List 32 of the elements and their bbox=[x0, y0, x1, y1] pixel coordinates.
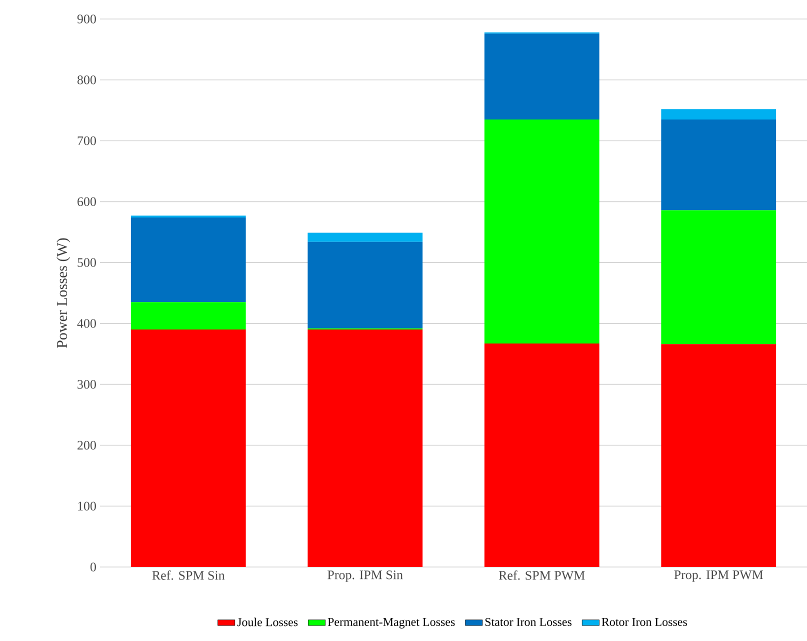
y-tick-label: 700 bbox=[78, 136, 96, 146]
y-tick-label: 900 bbox=[77, 14, 96, 24]
bar bbox=[661, 344, 776, 567]
bar bbox=[484, 34, 600, 120]
y-tick-label: 200 bbox=[78, 440, 96, 450]
x-tick-label: Ref. SPM Sin bbox=[152, 570, 225, 580]
y-tick-label: 0 bbox=[90, 562, 96, 572]
bar bbox=[130, 330, 246, 567]
y-tick-label: 500 bbox=[78, 258, 96, 267]
legend-label: Permanent-Magnet Losses bbox=[328, 618, 455, 628]
y-tick-label: 100 bbox=[78, 502, 96, 510]
x-tick-label: Prop. IPM Sin bbox=[328, 570, 403, 582]
x-tick-label: Prop. IPM PWM bbox=[674, 570, 764, 582]
y-tick-label: 300 bbox=[78, 380, 96, 389]
x-tick-label: Ref. SPM PWM bbox=[498, 570, 585, 580]
bar bbox=[484, 344, 600, 567]
bar bbox=[130, 302, 246, 330]
bar bbox=[661, 109, 776, 120]
bar bbox=[308, 232, 423, 242]
legend-label: Joule Losses bbox=[237, 618, 298, 626]
legend-label: Rotor Iron Losses bbox=[602, 618, 687, 626]
y-tick-label: 800 bbox=[77, 76, 96, 84]
bar bbox=[308, 242, 423, 328]
bar bbox=[661, 119, 776, 210]
y-tick-label: 400 bbox=[77, 319, 96, 328]
y-axis-title: Power Losses (W) bbox=[56, 238, 70, 348]
bar bbox=[484, 119, 600, 344]
y-tick-label: 600 bbox=[78, 197, 96, 206]
bar bbox=[308, 330, 423, 567]
bar bbox=[130, 218, 246, 302]
bar bbox=[661, 210, 776, 344]
legend-label: Stator Iron Losses bbox=[485, 618, 572, 626]
